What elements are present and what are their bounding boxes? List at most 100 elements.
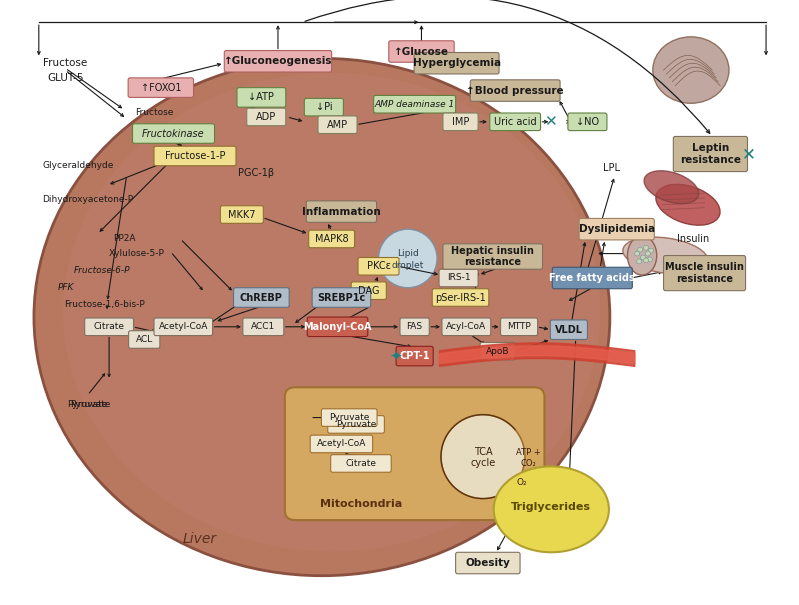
Text: Fructose-6-P: Fructose-6-P (74, 266, 130, 275)
Text: PFK: PFK (58, 283, 74, 292)
Text: PKCε: PKCε (367, 261, 391, 271)
FancyBboxPatch shape (579, 218, 654, 240)
FancyBboxPatch shape (237, 88, 286, 107)
Text: pSer-IRS-1: pSer-IRS-1 (435, 292, 486, 302)
FancyBboxPatch shape (312, 288, 371, 307)
Circle shape (637, 259, 642, 264)
Ellipse shape (627, 236, 657, 275)
Text: ACL: ACL (136, 335, 153, 344)
Ellipse shape (34, 58, 610, 576)
FancyBboxPatch shape (443, 244, 543, 269)
Text: Acyl-CoA: Acyl-CoA (447, 322, 487, 332)
Text: MAPK8: MAPK8 (315, 234, 348, 244)
FancyBboxPatch shape (133, 124, 214, 143)
Text: MKK7: MKK7 (228, 209, 256, 220)
Text: ATP +: ATP + (516, 448, 541, 457)
Circle shape (643, 258, 649, 263)
Text: droplet: droplet (392, 261, 424, 270)
Text: ↑Blood pressure: ↑Blood pressure (467, 85, 564, 96)
Text: Acetyl-CoA: Acetyl-CoA (316, 439, 366, 448)
FancyBboxPatch shape (352, 282, 387, 299)
Text: MTTP: MTTP (507, 322, 531, 332)
Text: Fructose-1,6-bis-P: Fructose-1,6-bis-P (64, 300, 145, 309)
FancyBboxPatch shape (500, 318, 538, 336)
Text: AMP deaminase 1: AMP deaminase 1 (375, 100, 455, 109)
FancyBboxPatch shape (432, 289, 489, 306)
Text: AMP: AMP (327, 120, 348, 129)
Text: Lipid: Lipid (397, 249, 419, 258)
FancyBboxPatch shape (233, 288, 289, 307)
Text: PP2A: PP2A (113, 235, 136, 243)
Circle shape (441, 414, 525, 499)
FancyBboxPatch shape (221, 206, 264, 223)
Text: Free fatty acids: Free fatty acids (550, 273, 635, 283)
FancyBboxPatch shape (414, 53, 499, 74)
Text: ↓NO: ↓NO (576, 117, 599, 127)
FancyBboxPatch shape (439, 269, 478, 287)
FancyBboxPatch shape (308, 230, 355, 247)
Text: Mitochondria: Mitochondria (320, 500, 402, 509)
FancyBboxPatch shape (308, 317, 368, 336)
Text: ADP: ADP (256, 112, 276, 122)
Text: Insulin: Insulin (677, 234, 709, 244)
Text: Hyperglycemia: Hyperglycemia (412, 58, 501, 68)
Text: ✕: ✕ (544, 114, 557, 129)
Text: ↑Glucose: ↑Glucose (394, 47, 449, 56)
FancyBboxPatch shape (480, 342, 515, 360)
FancyBboxPatch shape (331, 455, 392, 473)
Circle shape (647, 257, 652, 262)
Text: Pyruvate: Pyruvate (70, 401, 111, 410)
Text: ↓ATP: ↓ATP (248, 93, 274, 102)
Text: ↑Gluconeogenesis: ↑Gluconeogenesis (224, 56, 332, 67)
Text: ACC1: ACC1 (251, 322, 276, 332)
FancyBboxPatch shape (328, 416, 384, 433)
FancyBboxPatch shape (455, 552, 520, 574)
Text: Obesity: Obesity (465, 558, 511, 568)
Text: Hepatic insulin
resistance: Hepatic insulin resistance (451, 246, 535, 267)
FancyBboxPatch shape (674, 137, 748, 172)
Text: ChREBP: ChREBP (240, 292, 283, 302)
Text: Fructokinase: Fructokinase (142, 128, 205, 139)
Ellipse shape (656, 185, 720, 225)
Ellipse shape (623, 237, 708, 274)
Text: FAS: FAS (407, 322, 423, 332)
FancyBboxPatch shape (306, 201, 376, 223)
Text: Fructose: Fructose (135, 108, 173, 117)
FancyBboxPatch shape (374, 96, 455, 113)
Text: CPT-1: CPT-1 (400, 351, 430, 361)
Text: IMP: IMP (451, 117, 469, 127)
FancyBboxPatch shape (321, 409, 377, 427)
Text: Dihydroxyacetone-P: Dihydroxyacetone-P (42, 195, 133, 204)
FancyBboxPatch shape (389, 41, 454, 62)
Circle shape (641, 255, 646, 260)
Text: ApoB: ApoB (486, 347, 509, 356)
Text: Pyruvate: Pyruvate (336, 420, 376, 429)
Ellipse shape (653, 37, 729, 103)
FancyBboxPatch shape (310, 435, 372, 453)
Text: Leptin
resistance: Leptin resistance (680, 143, 741, 165)
Text: Fructose: Fructose (43, 58, 87, 68)
Text: Inflammation: Inflammation (302, 206, 381, 217)
FancyBboxPatch shape (128, 78, 193, 97)
Text: TCA: TCA (474, 446, 492, 457)
Text: Dyslipidemia: Dyslipidemia (578, 224, 654, 234)
FancyBboxPatch shape (358, 258, 399, 275)
Text: Fructose-1-P: Fructose-1-P (165, 151, 225, 161)
Text: DAG: DAG (358, 286, 380, 296)
Text: Pyruvate: Pyruvate (67, 401, 108, 410)
FancyBboxPatch shape (663, 255, 745, 290)
FancyBboxPatch shape (552, 267, 632, 289)
Circle shape (379, 229, 437, 288)
Ellipse shape (63, 73, 600, 551)
Text: IRS-1: IRS-1 (447, 273, 471, 283)
Text: cycle: cycle (471, 459, 495, 468)
Text: Glyceraldehyde: Glyceraldehyde (42, 161, 113, 170)
FancyBboxPatch shape (471, 80, 560, 101)
Circle shape (646, 251, 650, 256)
Text: ✦: ✦ (390, 348, 403, 364)
FancyBboxPatch shape (442, 318, 491, 336)
Text: SREBP1c: SREBP1c (317, 292, 366, 302)
Text: ✕: ✕ (741, 145, 755, 163)
Text: Acetyl-CoA: Acetyl-CoA (158, 322, 208, 332)
Text: Xylulose-5-P: Xylulose-5-P (109, 249, 165, 258)
